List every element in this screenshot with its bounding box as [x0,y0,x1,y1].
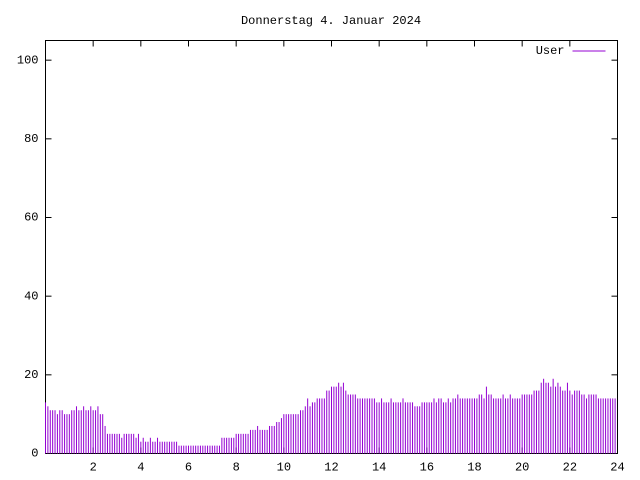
y-tick-label: 20 [24,368,38,382]
x-tick-label: 4 [137,461,144,475]
y-tick-label: 60 [24,211,38,225]
legend-label: User [536,44,565,58]
x-tick-label: 22 [563,461,577,475]
y-tick-label: 40 [24,289,38,303]
x-tick-label: 20 [515,461,529,475]
x-tick-label: 12 [324,461,338,475]
y-tick-label: 80 [24,132,38,146]
x-tick-label: 24 [610,461,624,475]
y-tick-label: 0 [31,447,38,461]
x-tick-label: 2 [90,461,97,475]
x-tick-label: 10 [277,461,291,475]
x-tick-label: 8 [233,461,240,475]
y-tick-label: 100 [17,53,39,67]
x-tick-label: 6 [185,461,192,475]
x-tick-label: 14 [372,461,386,475]
x-tick-label: 16 [420,461,434,475]
x-tick-label: 18 [467,461,481,475]
chart-title: Donnerstag 4. Januar 2024 [241,14,421,28]
